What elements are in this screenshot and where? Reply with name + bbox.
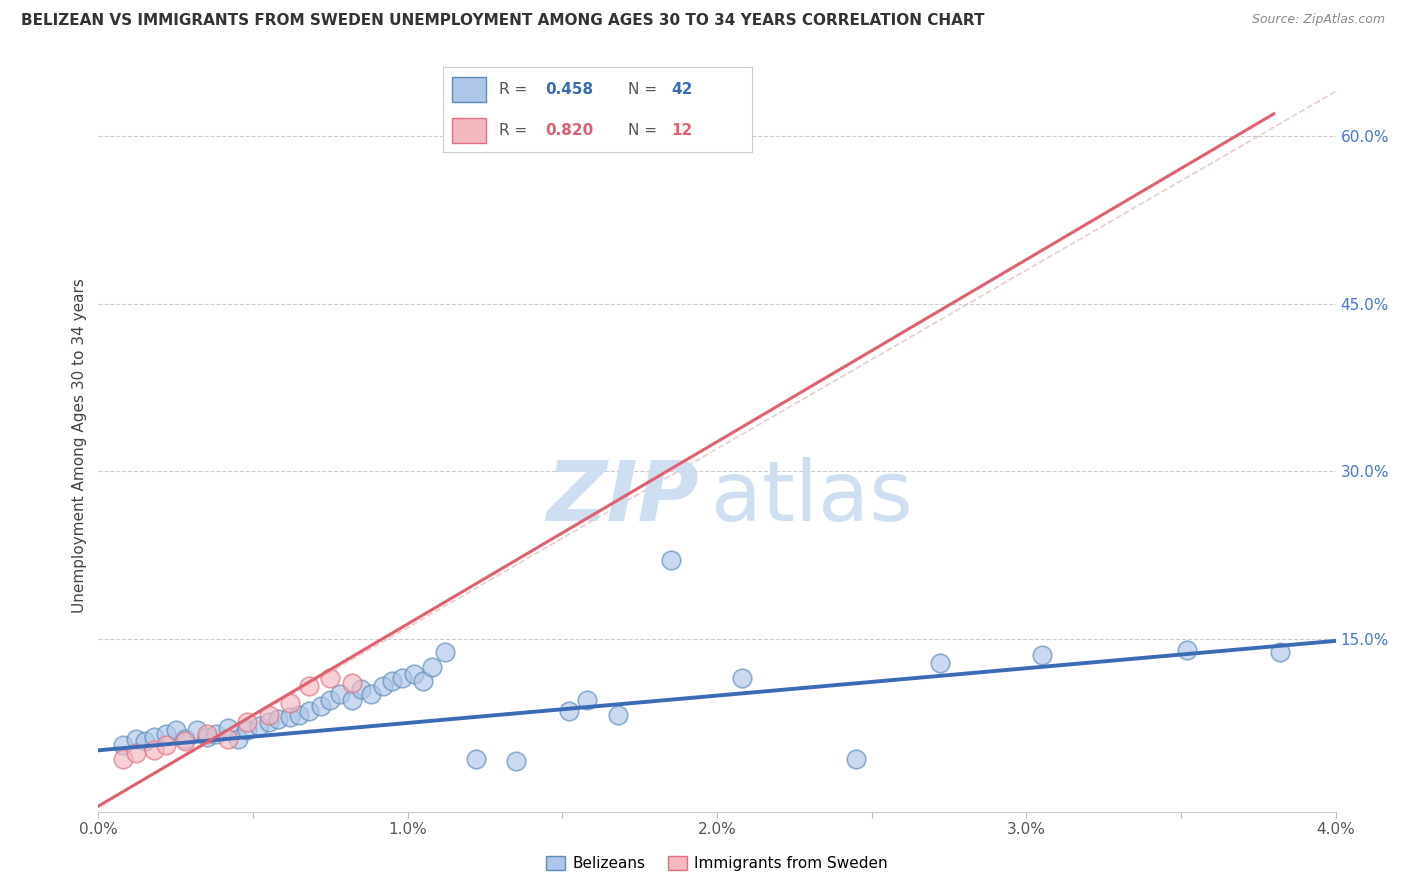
Point — [124, 746, 146, 760]
Point — [433, 645, 456, 659]
Point — [226, 732, 249, 747]
Point — [143, 743, 166, 757]
Point — [619, 85, 641, 99]
Point — [371, 679, 394, 693]
Point — [257, 715, 280, 730]
Point — [422, 659, 444, 673]
Point — [186, 723, 208, 738]
Point — [288, 707, 311, 722]
Point — [267, 712, 290, 726]
Point — [112, 752, 135, 766]
Point — [557, 704, 579, 718]
Point — [143, 730, 166, 744]
Point — [350, 681, 373, 696]
Point — [845, 752, 868, 766]
Point — [928, 656, 950, 670]
Point — [1031, 648, 1053, 663]
Point — [659, 553, 682, 567]
Text: 12: 12 — [672, 123, 693, 138]
Point — [319, 693, 342, 707]
Point — [464, 752, 486, 766]
Point — [329, 688, 352, 702]
Point — [278, 710, 301, 724]
Point — [155, 726, 177, 740]
Point — [174, 734, 197, 748]
Text: Source: ZipAtlas.com: Source: ZipAtlas.com — [1251, 13, 1385, 27]
Text: atlas: atlas — [711, 457, 912, 538]
Point — [298, 679, 321, 693]
Point — [1268, 645, 1291, 659]
Point — [576, 693, 599, 707]
Point — [124, 732, 146, 747]
Point — [112, 738, 135, 752]
Point — [195, 730, 218, 744]
Point — [247, 719, 270, 733]
Point — [360, 688, 382, 702]
Point — [155, 738, 177, 752]
Y-axis label: Unemployment Among Ages 30 to 34 years: Unemployment Among Ages 30 to 34 years — [72, 278, 87, 614]
Text: ZIP: ZIP — [546, 457, 699, 538]
Text: R =: R = — [499, 123, 531, 138]
Text: 0.820: 0.820 — [546, 123, 593, 138]
Point — [1175, 642, 1198, 657]
Point — [217, 721, 239, 735]
Point — [257, 707, 280, 722]
Text: N =: N = — [628, 123, 662, 138]
Text: R =: R = — [499, 82, 531, 97]
Bar — [453, 118, 486, 143]
Point — [731, 671, 754, 685]
Text: 42: 42 — [672, 82, 693, 97]
Legend: Belizeans, Immigrants from Sweden: Belizeans, Immigrants from Sweden — [540, 850, 894, 877]
Point — [607, 707, 630, 722]
Text: N =: N = — [628, 82, 662, 97]
Point — [205, 726, 228, 740]
Bar — [453, 77, 486, 103]
Point — [309, 698, 332, 713]
Point — [319, 671, 342, 685]
Point — [217, 732, 239, 747]
Point — [134, 734, 156, 748]
Point — [236, 723, 259, 738]
Point — [391, 671, 413, 685]
Point — [381, 674, 404, 689]
Point — [505, 755, 527, 769]
Point — [412, 674, 434, 689]
Point — [165, 723, 187, 738]
Point — [340, 676, 363, 690]
Point — [298, 704, 321, 718]
Text: BELIZEAN VS IMMIGRANTS FROM SWEDEN UNEMPLOYMENT AMONG AGES 30 TO 34 YEARS CORREL: BELIZEAN VS IMMIGRANTS FROM SWEDEN UNEMP… — [21, 13, 984, 29]
Point — [340, 693, 363, 707]
Point — [236, 715, 259, 730]
Point — [402, 667, 425, 681]
Point — [174, 732, 197, 747]
Text: 0.458: 0.458 — [546, 82, 593, 97]
Point — [195, 726, 218, 740]
Point — [278, 697, 301, 711]
